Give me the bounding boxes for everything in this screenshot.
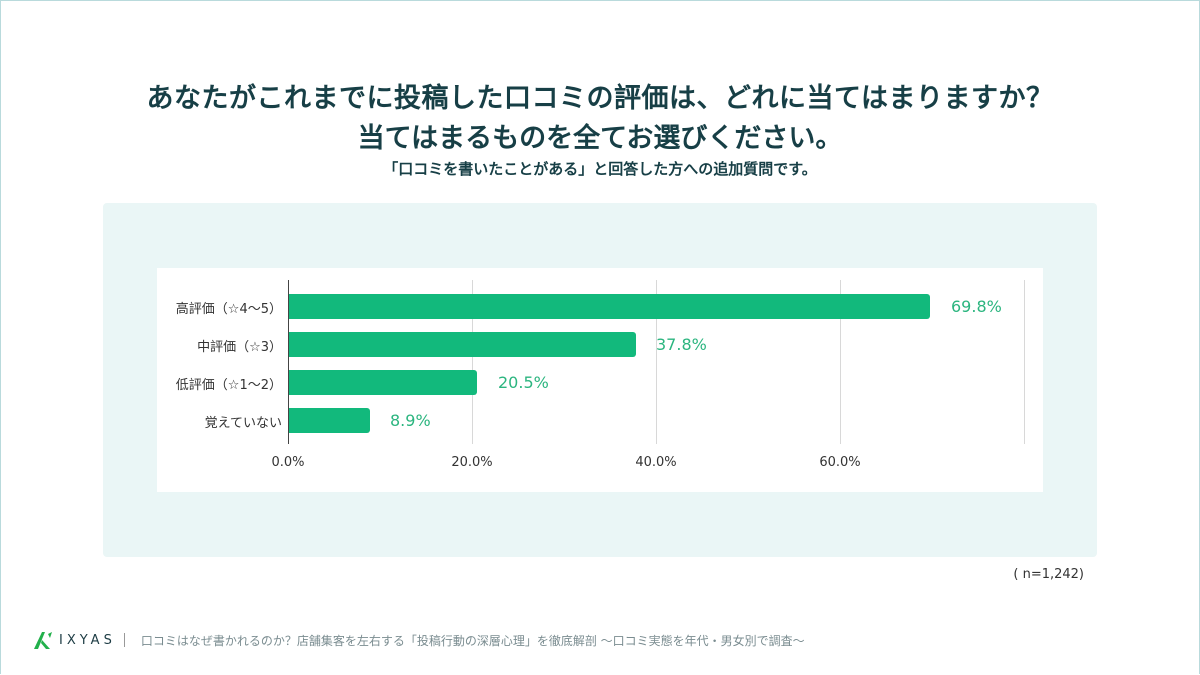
x-tick: 60.0% [819,455,861,470]
bar-mid-rating [289,332,636,357]
category-label: 覚えていない [204,416,282,431]
page-title-line1: あなたがこれまでに投稿した口コミの評価は、どれに当てはまりますか？ [146,83,1054,114]
value-label: 37.8% [656,335,707,354]
gridline-20 [472,280,473,444]
page-title-line2: 当てはまるものを全てお選びください。 [357,123,843,154]
bar-dont-remember [289,408,370,433]
category-label: 低評価（☆1〜2） [175,378,282,393]
gridline-60 [840,280,841,444]
x-tick: 0.0% [271,455,305,470]
bar-high-rating [289,294,930,319]
ixyas-logo-icon [34,632,52,649]
divider [123,633,125,647]
gridline-80 [1024,280,1025,444]
category-label: 中評価（☆3） [197,340,282,355]
value-label: 69.8% [951,297,1002,316]
y-axis-line [288,280,289,444]
gridline-40 [656,280,657,444]
brand-name: IXYAS [59,632,116,648]
x-tick: 40.0% [635,455,677,470]
category-label: 高評価（☆4〜5） [175,302,282,317]
bar-low-rating [289,370,477,395]
x-tick: 20.0% [451,455,493,470]
value-label: 20.5% [498,373,549,392]
page-subtitle: 「口コミを書いたことがある」と回答した方への追加質問です。 [383,160,817,178]
sample-size: ( n=1,242) [1013,567,1084,582]
footer: IXYAS 口コミはなぜ書かれるのか？店舗集客を左右する「投稿行動の深層心理」を… [33,630,805,650]
report-title: 口コミはなぜ書かれるのか？店舗集客を左右する「投稿行動の深層心理」を徹底解剖 〜… [140,633,805,648]
value-label: 8.9% [390,411,431,430]
